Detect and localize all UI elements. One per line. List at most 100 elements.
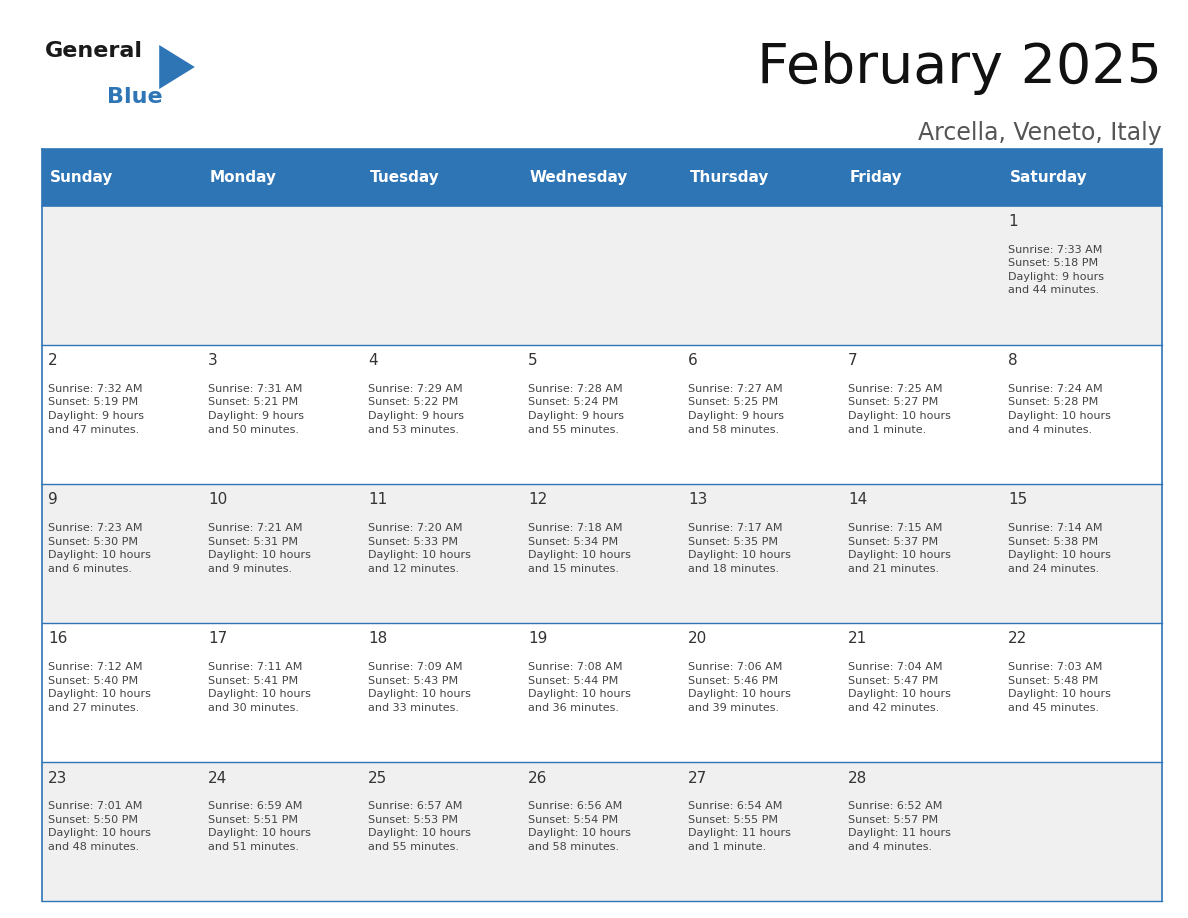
Text: 5: 5 bbox=[529, 353, 538, 368]
Bar bbox=[522, 762, 682, 901]
Text: General: General bbox=[45, 41, 143, 62]
Text: Sunrise: 7:17 AM
Sunset: 5:35 PM
Daylight: 10 hours
and 18 minutes.: Sunrise: 7:17 AM Sunset: 5:35 PM Dayligh… bbox=[688, 523, 791, 574]
Bar bbox=[842, 149, 1001, 206]
Text: 11: 11 bbox=[368, 492, 387, 508]
Text: 16: 16 bbox=[48, 632, 68, 646]
Text: Sunrise: 6:59 AM
Sunset: 5:51 PM
Daylight: 10 hours
and 51 minutes.: Sunrise: 6:59 AM Sunset: 5:51 PM Dayligh… bbox=[208, 801, 311, 852]
Text: 19: 19 bbox=[529, 632, 548, 646]
Text: 15: 15 bbox=[1009, 492, 1028, 508]
Text: 7: 7 bbox=[848, 353, 858, 368]
Text: 2: 2 bbox=[48, 353, 57, 368]
Bar bbox=[1001, 762, 1162, 901]
Polygon shape bbox=[159, 45, 195, 89]
Bar bbox=[1001, 206, 1162, 345]
Text: Sunrise: 7:31 AM
Sunset: 5:21 PM
Daylight: 9 hours
and 50 minutes.: Sunrise: 7:31 AM Sunset: 5:21 PM Dayligh… bbox=[208, 384, 304, 434]
Text: Sunrise: 7:29 AM
Sunset: 5:22 PM
Daylight: 9 hours
and 53 minutes.: Sunrise: 7:29 AM Sunset: 5:22 PM Dayligh… bbox=[368, 384, 465, 434]
Text: February 2025: February 2025 bbox=[757, 41, 1162, 95]
Text: Monday: Monday bbox=[209, 170, 277, 185]
Bar bbox=[202, 623, 361, 762]
Text: Thursday: Thursday bbox=[690, 170, 769, 185]
Bar bbox=[682, 762, 842, 901]
Text: Sunrise: 7:32 AM
Sunset: 5:19 PM
Daylight: 9 hours
and 47 minutes.: Sunrise: 7:32 AM Sunset: 5:19 PM Dayligh… bbox=[48, 384, 144, 434]
Bar bbox=[842, 484, 1001, 623]
Text: Sunrise: 7:01 AM
Sunset: 5:50 PM
Daylight: 10 hours
and 48 minutes.: Sunrise: 7:01 AM Sunset: 5:50 PM Dayligh… bbox=[48, 801, 151, 852]
Text: Sunrise: 7:15 AM
Sunset: 5:37 PM
Daylight: 10 hours
and 21 minutes.: Sunrise: 7:15 AM Sunset: 5:37 PM Dayligh… bbox=[848, 523, 952, 574]
Bar bbox=[361, 206, 522, 345]
Text: Sunrise: 7:09 AM
Sunset: 5:43 PM
Daylight: 10 hours
and 33 minutes.: Sunrise: 7:09 AM Sunset: 5:43 PM Dayligh… bbox=[368, 662, 470, 713]
Text: Saturday: Saturday bbox=[1010, 170, 1087, 185]
Text: 27: 27 bbox=[688, 770, 707, 786]
Text: 28: 28 bbox=[848, 770, 867, 786]
Text: 24: 24 bbox=[208, 770, 227, 786]
Text: Wednesday: Wednesday bbox=[530, 170, 628, 185]
Text: Sunrise: 7:04 AM
Sunset: 5:47 PM
Daylight: 10 hours
and 42 minutes.: Sunrise: 7:04 AM Sunset: 5:47 PM Dayligh… bbox=[848, 662, 952, 713]
Text: 26: 26 bbox=[529, 770, 548, 786]
Bar bbox=[682, 149, 842, 206]
Text: Sunrise: 7:06 AM
Sunset: 5:46 PM
Daylight: 10 hours
and 39 minutes.: Sunrise: 7:06 AM Sunset: 5:46 PM Dayligh… bbox=[688, 662, 791, 713]
Bar bbox=[202, 206, 361, 345]
Bar bbox=[682, 206, 842, 345]
Bar bbox=[522, 484, 682, 623]
Bar bbox=[202, 484, 361, 623]
Text: 14: 14 bbox=[848, 492, 867, 508]
Bar bbox=[42, 484, 202, 623]
Bar bbox=[522, 206, 682, 345]
Bar bbox=[842, 345, 1001, 484]
Text: Arcella, Veneto, Italy: Arcella, Veneto, Italy bbox=[918, 121, 1162, 145]
Bar bbox=[682, 623, 842, 762]
Bar bbox=[361, 345, 522, 484]
Text: Sunrise: 7:24 AM
Sunset: 5:28 PM
Daylight: 10 hours
and 4 minutes.: Sunrise: 7:24 AM Sunset: 5:28 PM Dayligh… bbox=[1009, 384, 1111, 434]
Bar bbox=[682, 484, 842, 623]
Text: 1: 1 bbox=[1009, 214, 1018, 229]
Bar bbox=[1001, 345, 1162, 484]
Bar bbox=[842, 623, 1001, 762]
Bar bbox=[1001, 149, 1162, 206]
Bar bbox=[522, 149, 682, 206]
Text: 6: 6 bbox=[688, 353, 697, 368]
Text: Sunrise: 7:14 AM
Sunset: 5:38 PM
Daylight: 10 hours
and 24 minutes.: Sunrise: 7:14 AM Sunset: 5:38 PM Dayligh… bbox=[1009, 523, 1111, 574]
Bar bbox=[522, 623, 682, 762]
Bar bbox=[42, 345, 202, 484]
Text: Sunrise: 7:21 AM
Sunset: 5:31 PM
Daylight: 10 hours
and 9 minutes.: Sunrise: 7:21 AM Sunset: 5:31 PM Dayligh… bbox=[208, 523, 311, 574]
Bar bbox=[1001, 484, 1162, 623]
Text: Tuesday: Tuesday bbox=[369, 170, 440, 185]
Text: Sunrise: 6:52 AM
Sunset: 5:57 PM
Daylight: 11 hours
and 4 minutes.: Sunrise: 6:52 AM Sunset: 5:57 PM Dayligh… bbox=[848, 801, 952, 852]
Bar bbox=[522, 345, 682, 484]
Text: Sunrise: 7:18 AM
Sunset: 5:34 PM
Daylight: 10 hours
and 15 minutes.: Sunrise: 7:18 AM Sunset: 5:34 PM Dayligh… bbox=[529, 523, 631, 574]
Text: Blue: Blue bbox=[107, 87, 163, 107]
Text: 18: 18 bbox=[368, 632, 387, 646]
Text: 10: 10 bbox=[208, 492, 227, 508]
Text: Sunrise: 6:56 AM
Sunset: 5:54 PM
Daylight: 10 hours
and 58 minutes.: Sunrise: 6:56 AM Sunset: 5:54 PM Dayligh… bbox=[529, 801, 631, 852]
Text: 22: 22 bbox=[1009, 632, 1028, 646]
Text: Sunrise: 7:27 AM
Sunset: 5:25 PM
Daylight: 9 hours
and 58 minutes.: Sunrise: 7:27 AM Sunset: 5:25 PM Dayligh… bbox=[688, 384, 784, 434]
Text: 13: 13 bbox=[688, 492, 708, 508]
Bar bbox=[42, 206, 202, 345]
Bar bbox=[842, 206, 1001, 345]
Text: Sunrise: 7:20 AM
Sunset: 5:33 PM
Daylight: 10 hours
and 12 minutes.: Sunrise: 7:20 AM Sunset: 5:33 PM Dayligh… bbox=[368, 523, 470, 574]
Text: Sunrise: 7:08 AM
Sunset: 5:44 PM
Daylight: 10 hours
and 36 minutes.: Sunrise: 7:08 AM Sunset: 5:44 PM Dayligh… bbox=[529, 662, 631, 713]
Text: Friday: Friday bbox=[849, 170, 903, 185]
Text: Sunrise: 6:57 AM
Sunset: 5:53 PM
Daylight: 10 hours
and 55 minutes.: Sunrise: 6:57 AM Sunset: 5:53 PM Dayligh… bbox=[368, 801, 470, 852]
Text: 25: 25 bbox=[368, 770, 387, 786]
Bar bbox=[361, 149, 522, 206]
Bar bbox=[202, 345, 361, 484]
Bar bbox=[361, 762, 522, 901]
Text: 12: 12 bbox=[529, 492, 548, 508]
Text: Sunrise: 7:33 AM
Sunset: 5:18 PM
Daylight: 9 hours
and 44 minutes.: Sunrise: 7:33 AM Sunset: 5:18 PM Dayligh… bbox=[1009, 244, 1104, 296]
Text: 17: 17 bbox=[208, 632, 227, 646]
Bar bbox=[202, 762, 361, 901]
Text: 20: 20 bbox=[688, 632, 707, 646]
Text: Sunrise: 7:11 AM
Sunset: 5:41 PM
Daylight: 10 hours
and 30 minutes.: Sunrise: 7:11 AM Sunset: 5:41 PM Dayligh… bbox=[208, 662, 311, 713]
Text: 21: 21 bbox=[848, 632, 867, 646]
Text: Sunrise: 7:25 AM
Sunset: 5:27 PM
Daylight: 10 hours
and 1 minute.: Sunrise: 7:25 AM Sunset: 5:27 PM Dayligh… bbox=[848, 384, 952, 434]
Bar bbox=[42, 623, 202, 762]
Bar bbox=[682, 345, 842, 484]
Bar bbox=[42, 762, 202, 901]
Bar bbox=[361, 484, 522, 623]
Text: Sunday: Sunday bbox=[50, 170, 113, 185]
Bar bbox=[361, 623, 522, 762]
Text: Sunrise: 6:54 AM
Sunset: 5:55 PM
Daylight: 11 hours
and 1 minute.: Sunrise: 6:54 AM Sunset: 5:55 PM Dayligh… bbox=[688, 801, 791, 852]
Text: 9: 9 bbox=[48, 492, 58, 508]
Bar bbox=[1001, 623, 1162, 762]
Text: Sunrise: 7:12 AM
Sunset: 5:40 PM
Daylight: 10 hours
and 27 minutes.: Sunrise: 7:12 AM Sunset: 5:40 PM Dayligh… bbox=[48, 662, 151, 713]
